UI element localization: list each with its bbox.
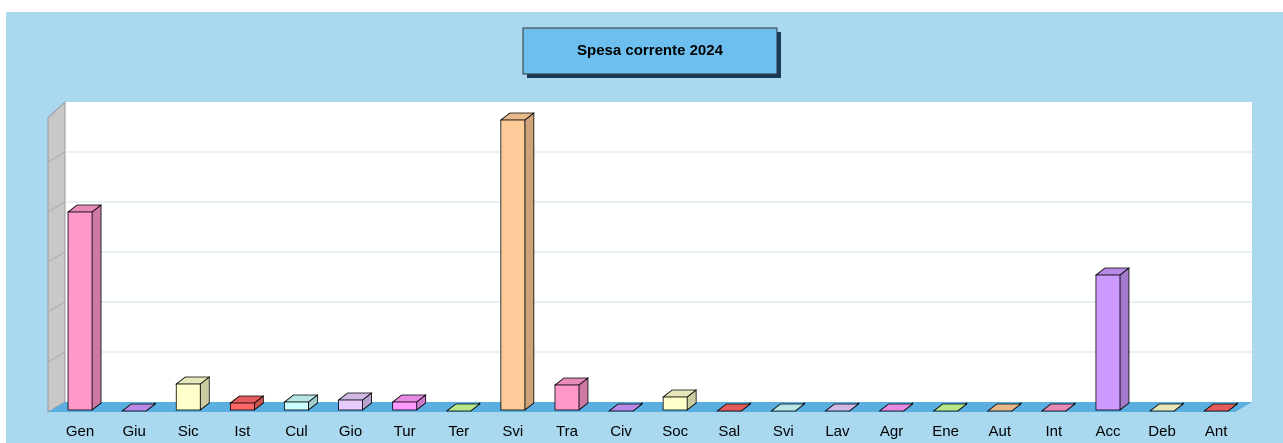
bar-top	[607, 403, 644, 412]
bar	[392, 401, 418, 411]
x-tick-label: Deb	[1148, 423, 1176, 440]
x-tick-label: Lav	[825, 423, 850, 440]
bar-top	[878, 403, 914, 412]
bar	[284, 401, 309, 411]
x-tick-label: Svi	[773, 423, 794, 440]
bar	[229, 402, 255, 411]
x-tick-label: Ter	[448, 423, 469, 440]
bar-top	[986, 403, 1022, 412]
bar	[1095, 274, 1121, 411]
chart-title: Spesa corrente 2024	[577, 42, 724, 59]
bar	[500, 119, 526, 411]
x-tick-label: Aut	[988, 423, 1011, 440]
x-tick-label: Ist	[234, 423, 251, 440]
bar-top	[824, 403, 860, 412]
bar	[554, 384, 580, 411]
x-tick-label: Tra	[556, 423, 579, 440]
bar-top	[1202, 403, 1239, 412]
x-tick-label: Cul	[285, 423, 308, 440]
x-tick-label: Svi	[502, 423, 523, 440]
bar-top	[120, 403, 157, 412]
bar-top	[1148, 403, 1185, 412]
x-tick-label: Soc	[662, 423, 688, 440]
bar	[338, 399, 363, 411]
bar-top	[932, 403, 968, 412]
x-tick-label: Tur	[394, 423, 416, 440]
bar-top	[770, 403, 806, 412]
x-tick-label: Int	[1046, 423, 1064, 440]
grid-line-side	[47, 251, 66, 263]
x-tick-label: Civ	[610, 423, 632, 440]
x-tick-label: Gio	[339, 423, 362, 440]
bar	[67, 211, 93, 411]
grid-line-side	[47, 351, 66, 363]
bar-top	[716, 403, 752, 412]
x-tick-label: Sic	[178, 423, 199, 440]
x-tick-label: Sal	[718, 423, 740, 440]
x-tick-label: Gen	[66, 423, 94, 440]
bar-side	[524, 112, 535, 411]
grid-line-side	[47, 201, 66, 213]
x-tick-label: Agr	[880, 423, 903, 440]
bar-side	[91, 204, 102, 411]
x-tick-label: Giu	[122, 423, 145, 440]
bar-side	[1119, 267, 1130, 411]
bar-top	[445, 403, 481, 412]
grid-line-side	[47, 151, 66, 163]
bar	[662, 396, 688, 411]
title-box	[522, 27, 778, 75]
x-tick-label: Ene	[932, 423, 959, 440]
bar	[175, 383, 201, 411]
bar-top	[1040, 403, 1077, 412]
grid-line-side	[47, 301, 66, 313]
x-tick-label: Ant	[1205, 423, 1228, 440]
x-tick-label: Acc	[1095, 423, 1121, 440]
